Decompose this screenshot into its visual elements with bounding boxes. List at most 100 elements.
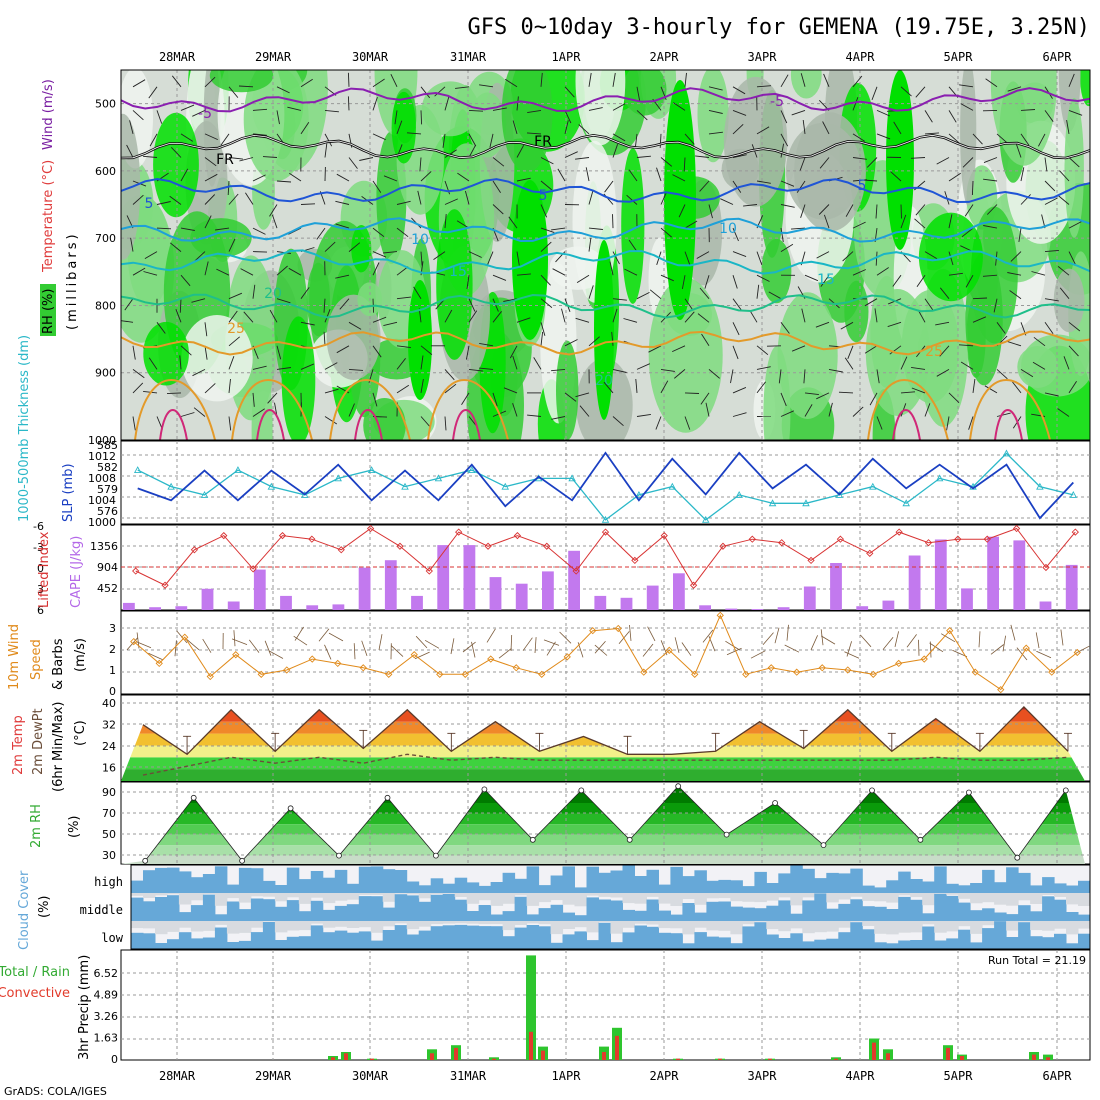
- cloud-block: [322, 932, 336, 949]
- pressure-tick-600: 600: [95, 165, 116, 178]
- wind-barb: [179, 298, 182, 313]
- wind10-barb: [378, 634, 383, 650]
- li-marker: [631, 556, 639, 565]
- cloud-gap: [826, 921, 839, 932]
- wind-barb: [636, 110, 648, 121]
- li-marker: [484, 542, 492, 550]
- thickness-marker: [869, 482, 877, 490]
- cloud-block: [994, 912, 1007, 921]
- precip-grid: [121, 950, 1090, 1060]
- top-date-5APR: 5APR: [944, 50, 974, 64]
- wind-barb: [1068, 109, 1083, 116]
- li-tick-0: 0: [37, 562, 44, 575]
- cloud-block: [418, 901, 432, 921]
- rh-blob: [153, 112, 199, 218]
- wind-barb: [636, 363, 650, 370]
- wind-barb: [149, 133, 158, 147]
- wind-barb: [684, 298, 694, 311]
- wind-barb: [516, 144, 525, 158]
- cloud-gap: [1030, 921, 1043, 931]
- wind-barb: [180, 227, 195, 231]
- wind-barb: [924, 251, 938, 260]
- rh2m-marker: [1014, 854, 1021, 861]
- wind10-barb: [248, 639, 260, 653]
- wind-barb: [818, 204, 830, 215]
- cloud-gap: [910, 893, 923, 898]
- precip-conv-bar: [834, 1058, 838, 1060]
- wind-barb: [324, 241, 336, 252]
- cloud-block: [382, 930, 396, 949]
- wind-barb: [228, 86, 239, 98]
- cloud-block: [694, 912, 707, 921]
- wind-barb: [324, 309, 331, 323]
- wind-barb: [1038, 133, 1046, 147]
- cloud-gap: [370, 921, 384, 933]
- wind-barb: [756, 284, 760, 299]
- wind10-marker: [869, 670, 877, 678]
- wind-barb: [575, 157, 590, 160]
- wind-barb: [985, 78, 998, 88]
- thickness-marker: [835, 491, 844, 498]
- wind-barb: [948, 272, 963, 276]
- wind-barb: [1068, 221, 1082, 229]
- cloud-block: [826, 938, 839, 949]
- cloud-block: [190, 877, 204, 893]
- thickness-marker: [501, 482, 510, 490]
- wind-barb: [132, 416, 136, 431]
- cloud-gap: [442, 921, 456, 924]
- wind-barb: [900, 391, 916, 394]
- rh2m-marker: [239, 857, 246, 864]
- contour-label-20: 20: [595, 373, 613, 389]
- wind-barb: [516, 273, 531, 276]
- cape-bar: [961, 588, 973, 610]
- wind10-barb: [594, 644, 608, 656]
- cloud-gap: [670, 893, 683, 906]
- thickness-marker: [200, 491, 209, 498]
- pressure-tick-700: 700: [95, 232, 116, 245]
- wind-barb: [842, 251, 854, 262]
- wind-barb: [180, 345, 192, 356]
- cape-bar: [515, 583, 528, 610]
- wind-barb: [699, 287, 710, 299]
- wind-barb: [252, 392, 255, 407]
- cloud-block: [478, 926, 492, 949]
- cloud-block: [670, 933, 683, 949]
- thickness-marker: [768, 499, 777, 507]
- cloud-gap: [1018, 921, 1031, 922]
- cloud-block: [562, 934, 575, 949]
- cloud-block: [466, 925, 480, 949]
- cloud-gap: [358, 921, 372, 928]
- precip-panel: 6.52 4.89 3.26 1.63 0 Run Total = 21.19 Tota…: [0, 949, 1091, 1066]
- li-marker: [836, 535, 845, 543]
- wind-barb: [552, 268, 566, 276]
- wind-barb: [780, 228, 784, 242]
- wind-barb: [840, 321, 854, 330]
- cloud-block: [214, 927, 228, 949]
- rh-blob: [209, 70, 274, 93]
- wind-barb: [339, 298, 350, 310]
- wind-barb: [540, 227, 555, 234]
- rh2m-marker: [1062, 787, 1069, 794]
- cloud-level-middle: middle: [80, 903, 123, 917]
- wind-barb: [684, 311, 695, 323]
- precip-conv-bar: [331, 1057, 335, 1060]
- wind-barb: [512, 355, 518, 370]
- cloud-gap: [574, 893, 587, 907]
- wind-barb: [1020, 167, 1025, 182]
- precip-conv-bar: [946, 1047, 950, 1060]
- cloud-block: [1066, 943, 1079, 949]
- thickness-marker: [334, 474, 342, 482]
- wind10-barb: [786, 624, 789, 641]
- wind10-marker: [461, 670, 469, 678]
- wind-barb: [245, 192, 254, 205]
- wind-barb: [1020, 369, 1034, 378]
- wind10-barb: [594, 640, 606, 654]
- wind10-marker: [716, 611, 724, 620]
- wind-barb: [852, 406, 864, 417]
- wind10-tick-2: 2: [109, 643, 116, 656]
- wind10-tick-0: 0: [109, 685, 116, 698]
- wind-barb: [588, 237, 592, 252]
- thickness-marker: [267, 482, 276, 490]
- wind10-marker: [691, 670, 699, 678]
- rh2m-ylabel: 2m RH: [29, 804, 44, 848]
